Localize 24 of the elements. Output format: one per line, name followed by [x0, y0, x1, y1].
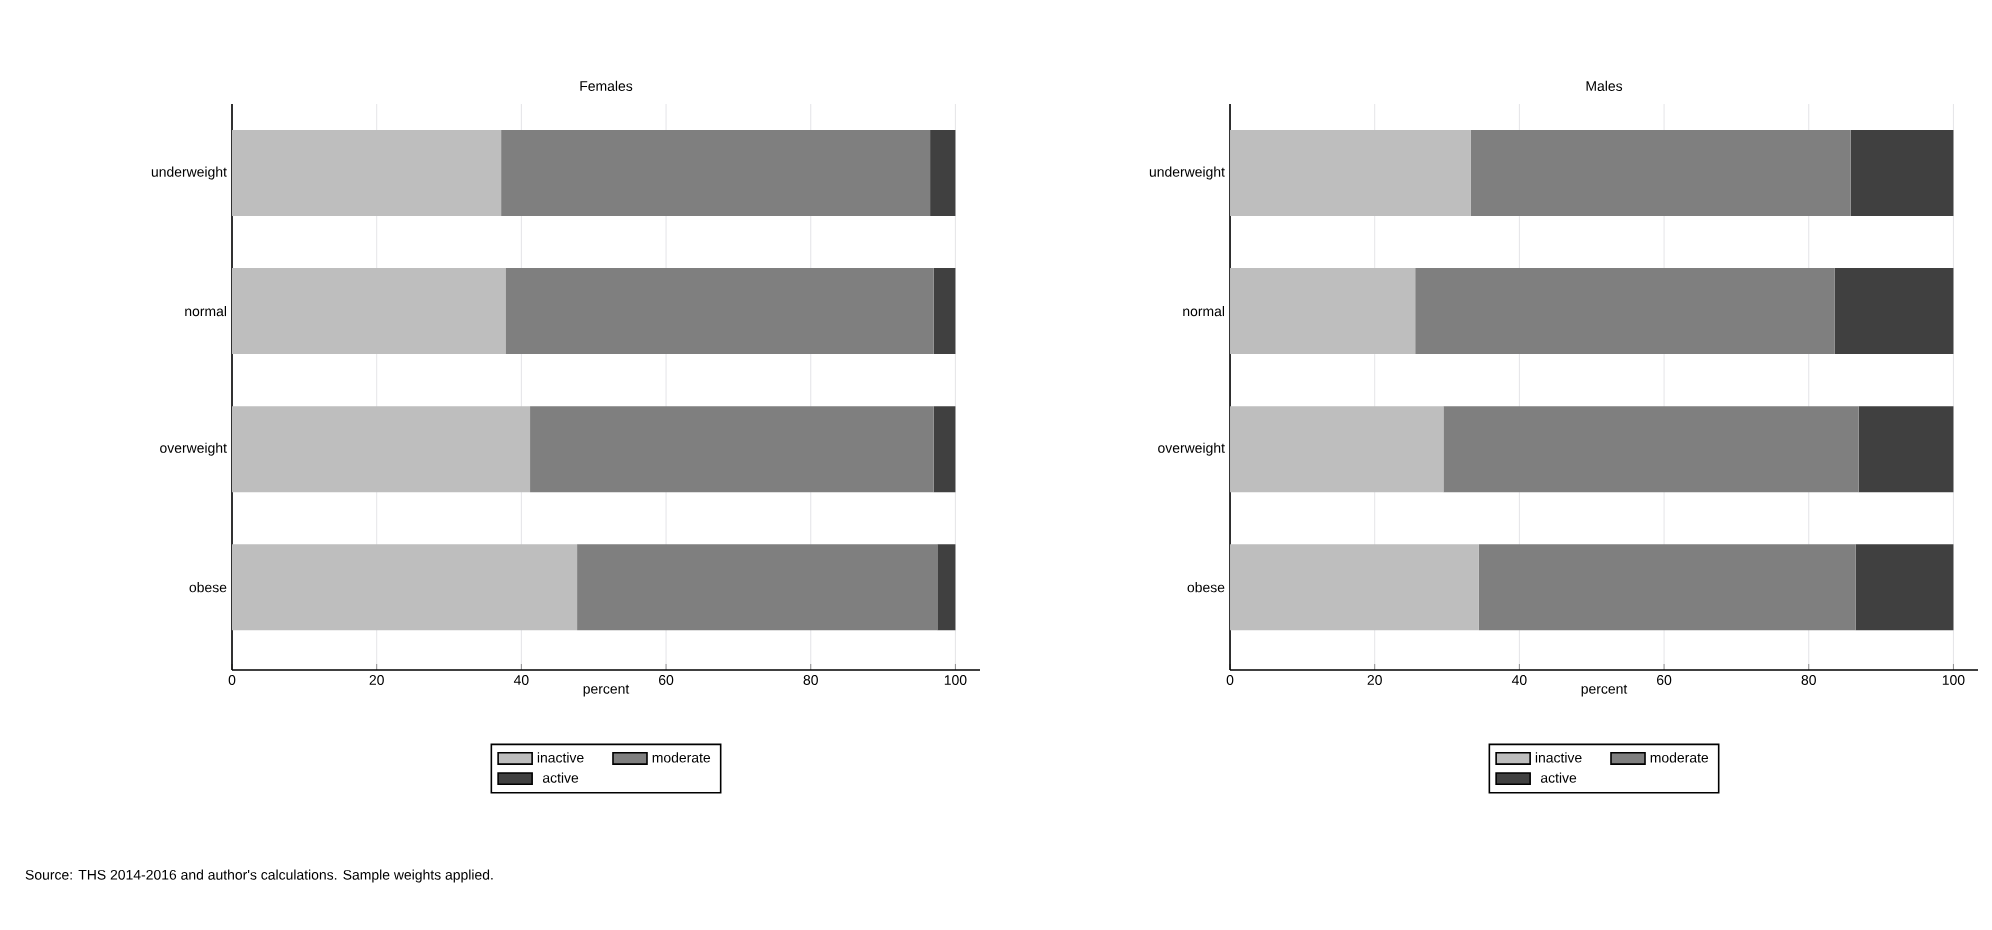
bar [1415, 268, 1835, 355]
bar [1834, 268, 1954, 355]
bar [232, 268, 506, 355]
bar [232, 406, 531, 493]
bar [1850, 130, 1954, 217]
bar [530, 406, 934, 493]
bar [505, 268, 934, 355]
bar [1443, 406, 1859, 493]
bar [232, 130, 502, 217]
bar [1230, 544, 1479, 631]
bar [1478, 544, 1856, 631]
bar [501, 130, 931, 217]
bar [1855, 544, 1954, 631]
bar [1230, 130, 1471, 217]
bar [1230, 268, 1416, 355]
bar [933, 406, 956, 493]
bar [577, 544, 938, 631]
bar [232, 544, 578, 631]
bar [1858, 406, 1954, 493]
bar [930, 130, 956, 217]
bar [1470, 130, 1851, 217]
bar [933, 268, 956, 355]
bar [937, 544, 956, 631]
bar [1230, 406, 1444, 493]
